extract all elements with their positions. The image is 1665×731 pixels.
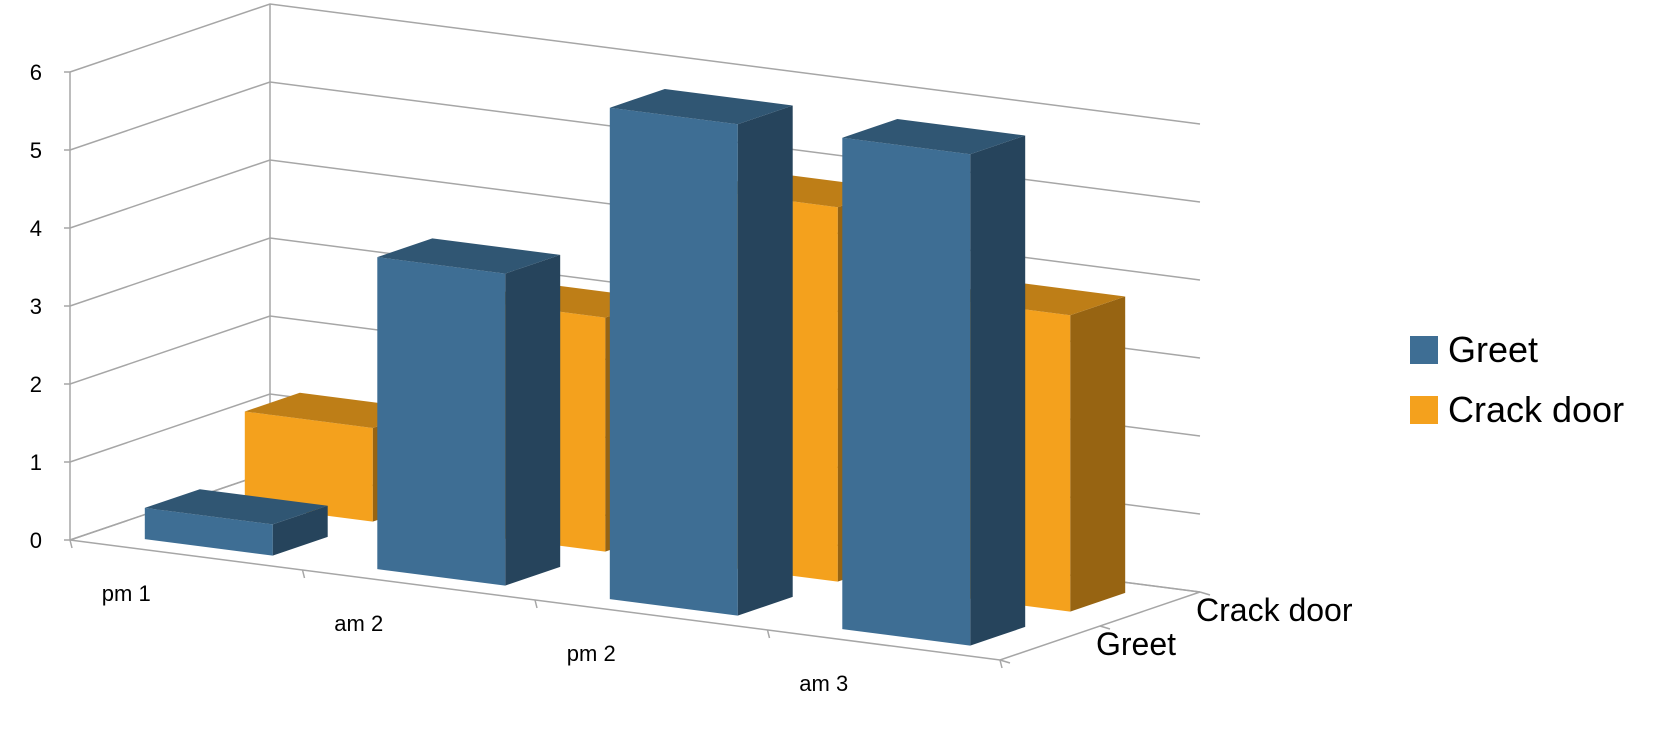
legend-swatch-greet [1410,336,1438,364]
bar-side-face [737,105,793,616]
bar-front-face [244,411,373,522]
y-tick-label: 6 [30,60,42,85]
depth-tick [1099,625,1111,630]
y-tick-label: 5 [30,138,42,163]
bar-top-face [144,489,328,525]
x-tick [999,659,1003,669]
bar-front-face [144,507,273,556]
bar-front-face [609,107,738,616]
bar-top-face [842,119,1026,155]
y-tick-label: 3 [30,294,42,319]
x-tick-label: pm 2 [567,641,616,666]
x-tick-label: am 3 [799,671,848,696]
bar-top-face [377,238,561,274]
bar-front-face [842,137,971,646]
x-tick [766,629,771,639]
x-tick [534,599,538,609]
bar-side-face [1070,296,1126,612]
bar-top-face [609,89,793,125]
bar-side-face [970,135,1026,646]
depth-label: Crack door [1196,592,1353,628]
legend-label-greet: Greet [1448,329,1539,370]
depth-label: Greet [1096,626,1176,662]
bar-front-face [377,257,506,586]
legend-swatch-crack-door [1410,396,1438,424]
x-tick [69,539,73,549]
depth-tick [1199,591,1211,596]
y-tick-label: 4 [30,216,42,241]
x-tick [301,569,306,579]
y-tick-label: 2 [30,372,42,397]
axis-labels: 0 1 2 3 4 5 6 pm 1 am 2 pm 2 am 3 Greet Crack door [30,60,1353,696]
bar-side-face [505,254,561,586]
bars [144,89,1126,646]
bar-greet [377,238,561,586]
bar-greet [842,119,1026,646]
legend: Greet Crack door [1410,320,1624,440]
x-tick-label: pm 1 [102,581,151,606]
y-tick-label: 1 [30,450,42,475]
bar-greet [144,489,328,556]
bar-side-face [272,505,328,556]
legend-label-crack-door: Crack door [1448,389,1625,430]
legend-item-crack-door: Crack door [1410,380,1624,440]
bar-greet [609,89,793,616]
x-tick-label: am 2 [334,611,383,636]
legend-item-greet: Greet [1410,320,1624,380]
depth-tick [999,659,1011,664]
gridlines [69,3,1201,593]
y-tick-label: 0 [30,528,42,553]
